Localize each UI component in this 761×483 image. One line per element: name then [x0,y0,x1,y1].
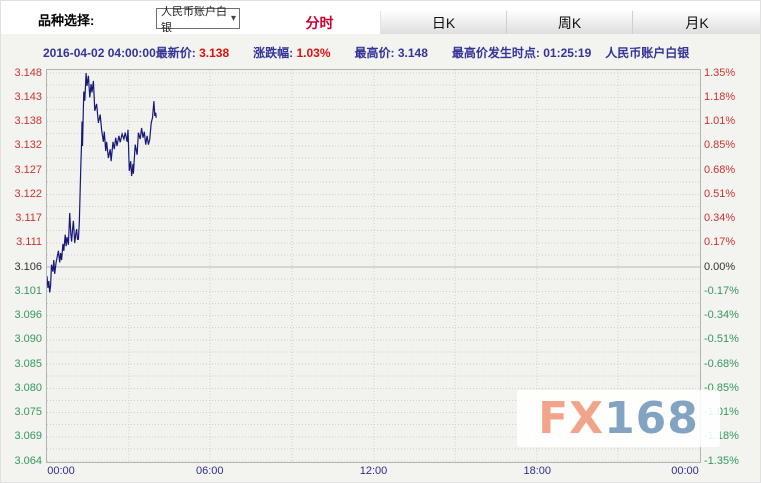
percent-axis-label: -0.68% [704,357,739,370]
plot-area[interactable]: FX 168 [46,69,720,463]
time-axis-label: 12:00 [359,465,388,477]
quote-datetime: 2016-04-02 04:00:00 [43,46,156,60]
price-axis-label: 3.132 [14,139,42,152]
high-price-label: 最高价: [354,46,395,60]
chart-panel: 2016-04-02 04:00:00最新价: 3.138 涨跌幅: 1.03% 最… [1,34,760,482]
variety-select-label: 品种选择: [38,13,95,28]
price-axis-label: 3.127 [14,163,42,176]
quote-info-bar: 2016-04-02 04:00:00最新价: 3.138 涨跌幅: 1.03% 最… [43,44,690,60]
watermark-fx-text: FX [538,393,605,444]
percent-axis-label: -1.35% [704,454,739,467]
percent-axis-label: 0.00% [704,260,736,273]
price-axis-label: 3.069 [14,430,42,443]
high-time-label: 最高价发生时点: [451,46,540,60]
high-price-value: 3.148 [397,46,428,60]
percent-axis-label: 0.68% [704,163,736,176]
tab-weekly-k[interactable]: 周K [507,11,633,34]
variety-select-value: 人民币账户白银 [161,5,227,34]
percent-axis-label: 0.34% [704,212,736,224]
price-axis-label: 3.085 [14,357,42,370]
price-axis-label: 3.111 [16,236,42,249]
price-axis-label: 3.096 [14,309,42,321]
price-axis-label: 3.117 [15,212,42,224]
time-axis-label: 18:00 [523,465,552,477]
latest-price-label: 最新价: [155,46,196,60]
percent-axis-label: 1.35% [704,66,736,79]
price-line-series [47,72,157,293]
high-time-value: 01:25:19 [543,46,592,60]
tab-monthly-k[interactable]: 月K [633,11,760,34]
tab-intraday[interactable]: 分时 [259,11,381,34]
latest-price-value: 3.138 [199,46,230,60]
percent-axis-label: 1.01% [704,115,736,127]
price-axis-label: 3.090 [14,333,42,346]
period-tabs: 分时 日K 周K 月K [259,11,760,34]
price-axis: 3.148 3.143 3.138 3.132 3.127 3.122 3.117 3.111… [1,34,42,482]
price-axis-label: 3.106 [14,260,42,273]
price-axis-label: 3.143 [14,90,42,103]
price-axis-label: 3.101 [14,284,42,297]
price-axis-label: 3.138 [14,115,42,127]
chevron-down-icon: ▾ [230,12,236,24]
price-axis-label: 3.080 [14,381,42,394]
price-axis-label: 3.148 [14,66,42,79]
top-bar: 品种选择: 人民币账户白银 ▾ 分时 日K 周K 月K [1,1,760,34]
watermark-168-text: 168 [604,393,699,444]
percent-axis-label: 0.85% [704,139,736,152]
intraday-line-chart [47,70,700,462]
tab-daily-k[interactable]: 日K [381,11,507,34]
price-axis-label: 3.064 [14,454,42,467]
price-axis-label: 3.075 [14,406,42,418]
change-percent-label: 涨跌幅: [253,46,294,60]
time-axis-label: 00:00 [47,465,75,477]
time-axis-label: 06:00 [195,465,224,477]
percent-axis-label: 0.17% [704,236,736,249]
change-percent-value: 1.03% [296,46,331,60]
instrument-name: 人民币账户白银 [605,46,690,60]
percent-axis-label: -0.17% [704,284,739,297]
percent-axis-label: 0.51% [704,187,736,200]
time-axis-label: 00:00 [671,465,699,477]
percent-axis-label: -0.34% [704,309,739,321]
time-axis: 00:00 06:00 12:00 18:00 00:00 [1,465,760,481]
percent-axis-label: 1.18% [704,90,736,103]
fx168-watermark-logo: FX 168 [517,390,720,447]
variety-select-dropdown[interactable]: 人民币账户白银 ▾ [156,6,240,34]
percent-axis-label: -0.51% [704,333,739,346]
price-axis-label: 3.122 [14,187,42,200]
